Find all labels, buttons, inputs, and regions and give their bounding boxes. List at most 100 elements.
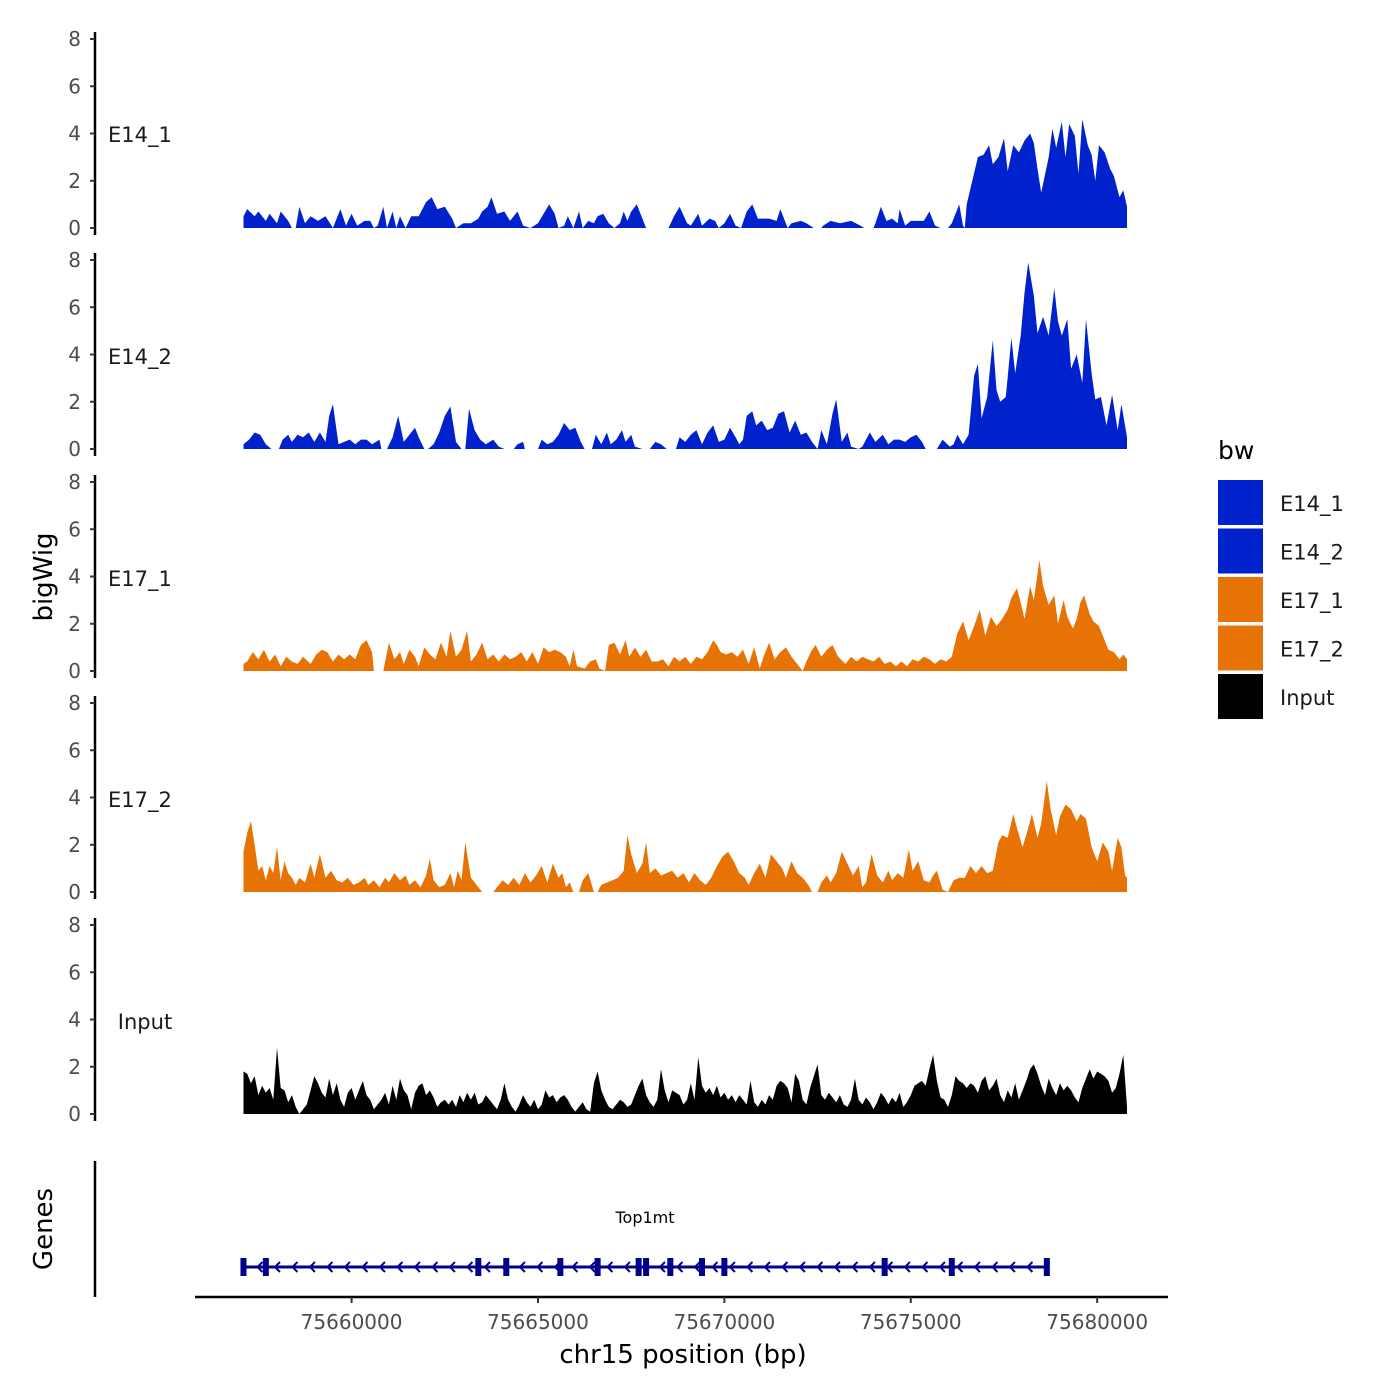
strand-arrow	[1026, 1261, 1034, 1273]
legend-swatch	[1218, 480, 1263, 525]
strand-arrow	[868, 1261, 876, 1273]
strand-arrow	[536, 1261, 544, 1273]
strand-arrow	[991, 1261, 999, 1273]
track-e14-1: 0 2 4 6 8 E14_1	[68, 27, 1127, 240]
y-tick-label: 8	[68, 248, 81, 272]
y-tick-label: 8	[68, 470, 81, 494]
strand-arrow	[833, 1261, 841, 1273]
strand-arrow	[956, 1261, 964, 1273]
y-tick-label: 0	[68, 437, 81, 461]
strand-arrow	[1008, 1261, 1016, 1273]
legend-swatch	[1218, 625, 1263, 671]
y-tick-label: 2	[68, 612, 81, 636]
legend-label: E17_2	[1280, 638, 1344, 663]
x-tick-label: 75660000	[301, 1310, 403, 1334]
strand-arrow	[396, 1261, 404, 1273]
gene-track-title: Genes	[29, 1188, 59, 1270]
legend-swatch	[1218, 577, 1263, 622]
strand-arrow	[308, 1261, 316, 1273]
strand-arrow	[448, 1261, 456, 1273]
y-tick-label: 4	[68, 122, 81, 146]
strand-arrow	[378, 1261, 386, 1273]
track-input: 0 2 4 6 8 Input	[68, 913, 1127, 1126]
y-tick-label: 0	[68, 1102, 81, 1126]
track-label: E14_1	[108, 123, 172, 148]
y-tick-label: 4	[68, 1008, 81, 1032]
strand-arrow	[763, 1261, 771, 1273]
x-tick-label: 75665000	[487, 1310, 589, 1334]
strand-arrow	[798, 1261, 806, 1273]
exon-mark	[557, 1258, 564, 1276]
strand-arrow	[851, 1261, 859, 1273]
exon-mark	[1043, 1258, 1050, 1276]
track-e14-2: 0 2 4 6 8 E14_2	[68, 248, 1127, 461]
area-e17-2	[243, 781, 1127, 892]
strand-arrow	[483, 1261, 491, 1273]
strand-arrow	[658, 1261, 666, 1273]
strand-arrow	[518, 1261, 526, 1273]
exon-mark	[699, 1258, 706, 1276]
gene-track: Genes Top1mt	[29, 1161, 1050, 1297]
y-tick-label: 2	[68, 1055, 81, 1079]
strand-arrow	[938, 1261, 946, 1273]
exon-mark	[503, 1258, 510, 1276]
y-tick-label: 6	[68, 738, 81, 762]
strand-arrow	[273, 1261, 281, 1273]
y-tick-label: 6	[68, 960, 81, 984]
legend-label: E17_1	[1280, 589, 1344, 614]
area-e17-1	[243, 560, 1127, 671]
y-tick-label: 0	[68, 880, 81, 904]
exon-mark	[643, 1258, 650, 1276]
y-axis-title: bigWig	[29, 532, 59, 621]
track-label: E17_1	[108, 567, 172, 592]
area-input	[243, 1047, 1127, 1114]
strand-arrow	[781, 1261, 789, 1273]
y-tick-label: 2	[68, 390, 81, 414]
y-tick-label: 4	[68, 786, 81, 810]
strand-arrow	[816, 1261, 824, 1273]
track-e17-2: 0 2 4 6 8 E17_2	[68, 691, 1127, 904]
y-tick-label: 6	[68, 295, 81, 319]
x-tick-label: 75680000	[1046, 1310, 1148, 1334]
strand-arrow	[746, 1261, 754, 1273]
strand-arrow	[728, 1261, 736, 1273]
y-tick-label: 6	[68, 74, 81, 98]
exon-mark	[475, 1258, 482, 1276]
exon-mark	[262, 1258, 269, 1276]
strand-arrow	[693, 1261, 701, 1273]
y-tick-label: 2	[68, 833, 81, 857]
exon-mark	[635, 1258, 642, 1276]
exon-mark	[721, 1258, 728, 1276]
y-tick-label: 4	[68, 343, 81, 367]
legend-title: bw	[1218, 436, 1254, 465]
strand-arrow	[326, 1261, 334, 1273]
y-tick-label: 8	[68, 27, 81, 51]
exon-mark	[881, 1258, 888, 1276]
track-e17-1: 0 2 4 6 8 E17_1	[68, 470, 1127, 683]
y-tick-label: 6	[68, 517, 81, 541]
x-axis: 75660000 75665000 75670000 75675000 75680000	[195, 1295, 1168, 1334]
x-axis-title: chr15 position (bp)	[559, 1340, 806, 1370]
track-label: E17_2	[108, 788, 172, 813]
y-tick-label: 4	[68, 565, 81, 589]
x-tick-label: 75670000	[673, 1310, 775, 1334]
x-tick-label: 75675000	[860, 1310, 962, 1334]
strand-arrow	[291, 1261, 299, 1273]
exon-mark	[667, 1258, 674, 1276]
track-label: Input	[118, 1010, 172, 1034]
legend-label: E14_1	[1280, 492, 1344, 517]
exon-mark	[240, 1258, 247, 1276]
legend-label: E14_2	[1280, 541, 1344, 566]
area-e14-2	[243, 262, 1127, 449]
y-tick-label: 0	[68, 659, 81, 683]
strand-arrow	[711, 1261, 719, 1273]
strand-arrow	[676, 1261, 684, 1273]
signal-tracks: 0 2 4 6 8 E14_1 0 2 4 6 8 E14_2 0 2 4 6 8 E17_1 0 2 4 6 8 E17_2…	[68, 27, 1127, 1126]
y-tick-label: 8	[68, 691, 81, 715]
y-tick-label: 8	[68, 913, 81, 937]
strand-arrow	[973, 1261, 981, 1273]
strand-arrow	[466, 1261, 474, 1273]
legend-label: Input	[1280, 686, 1334, 710]
strand-arrow	[921, 1261, 929, 1273]
y-tick-label: 2	[68, 169, 81, 193]
